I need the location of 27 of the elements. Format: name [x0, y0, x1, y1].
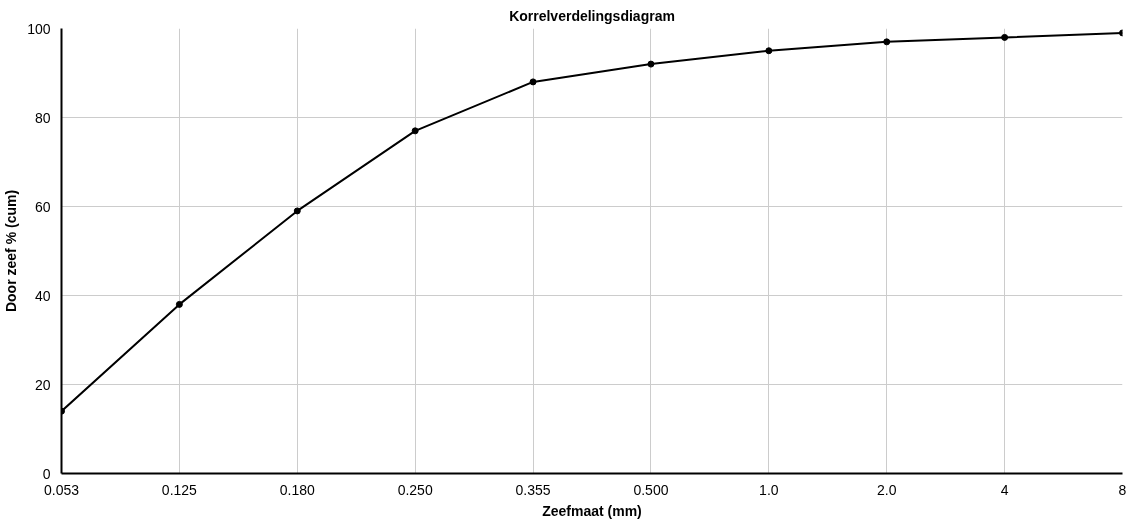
y-axis-title: Door zeef % (cum) — [3, 189, 20, 313]
point — [175, 300, 183, 308]
x-tick-label: 1.0 — [759, 481, 779, 498]
x-axis-title: Zeefmaat (mm) — [542, 502, 642, 519]
x-tick-label: 4 — [1000, 481, 1009, 498]
y-tick-label: 80 — [34, 109, 51, 126]
x-tick-label: 8 — [1118, 481, 1127, 498]
chart-title: Korrelverdelingsdiagram — [509, 7, 675, 24]
point — [529, 78, 537, 86]
point — [765, 47, 773, 55]
x-tick-label: 0.355 — [515, 481, 551, 498]
x-tick-label: 0.500 — [633, 481, 669, 498]
point — [883, 38, 891, 46]
x-tick-label: 0.250 — [397, 481, 433, 498]
y-tick-label: 20 — [34, 376, 51, 393]
point — [293, 207, 301, 215]
x-tick-label: 0.053 — [43, 481, 80, 498]
x-tick-label: 2.0 — [876, 481, 897, 498]
y-tick-label: 100 — [27, 20, 51, 37]
point — [1001, 33, 1009, 41]
y-tick-label: 40 — [34, 287, 51, 304]
x-tick-label: 0.125 — [161, 481, 198, 498]
point — [411, 127, 419, 135]
y-tick-label: 0 — [42, 465, 51, 482]
y-tick-label: 60 — [34, 198, 51, 215]
x-tick-label: 0.180 — [279, 481, 316, 498]
point — [647, 60, 655, 68]
